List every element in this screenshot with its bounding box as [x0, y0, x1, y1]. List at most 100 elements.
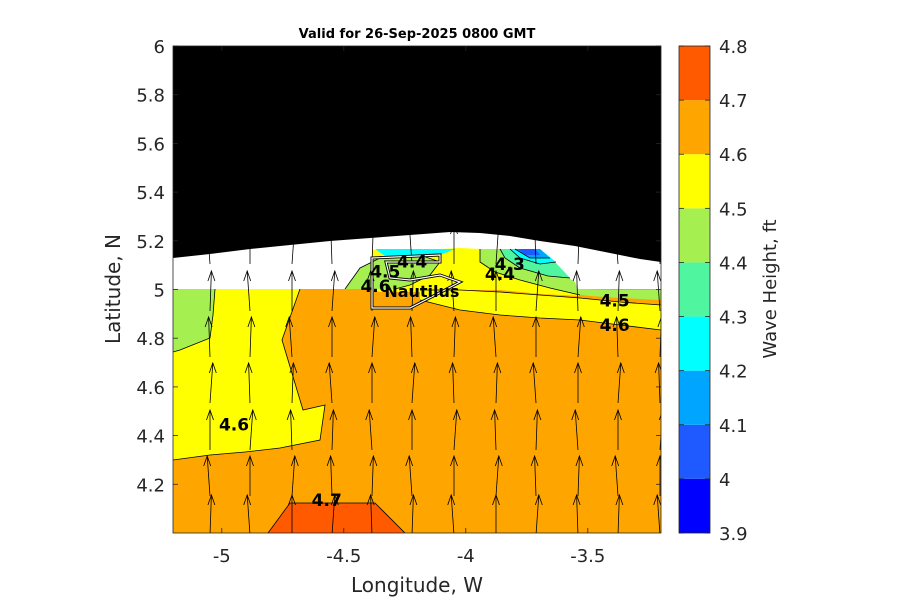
wave-arrow-head — [288, 269, 296, 282]
wave-arrow-shaft — [532, 362, 537, 404]
y-tick-label: 5.8 — [136, 86, 165, 107]
contour-label: 4.6 — [219, 416, 249, 436]
wave-arrow-shaft — [291, 362, 294, 404]
wave-arrow-head — [243, 493, 252, 506]
wave-arrow-shaft — [330, 455, 333, 497]
wave-arrow-shaft — [453, 409, 458, 451]
wave-arrow-head — [330, 493, 339, 506]
wave-arrow-head — [289, 361, 298, 374]
wave-arrow-head — [656, 222, 661, 235]
wave-arrow-shaft — [290, 409, 293, 451]
wave-arrow-shaft — [368, 409, 373, 451]
y-tick-label: 5.2 — [136, 232, 165, 253]
wave-arrow-shaft — [411, 362, 416, 404]
wave-arrow-shaft — [574, 409, 579, 451]
contour-label-layer: 4.64.74.54.64.44.34.54.44.6 — [219, 253, 630, 512]
wave-arrow-shaft — [209, 494, 212, 533]
wave-arrow-head — [203, 454, 212, 467]
colorbar-frame — [678, 45, 711, 534]
wave-arrow-shaft — [249, 316, 252, 358]
contour-lines — [173, 248, 661, 533]
colorbar-tick-label: 4 — [719, 470, 730, 491]
site-label: Nautilus — [384, 282, 459, 301]
wave-arrow-head — [447, 493, 456, 506]
colorbar-tick-label: 3.9 — [719, 524, 748, 545]
colorbar-segment — [679, 478, 710, 533]
wave-arrow-shaft — [410, 316, 413, 358]
x-tick-label: -5 — [213, 546, 231, 567]
wave-arrow-shaft — [408, 455, 413, 497]
contour-label: 4.3 — [495, 255, 525, 275]
wave-arrow-head — [653, 269, 661, 282]
colorbar-segment — [679, 46, 710, 101]
wave-direction-arrows — [203, 222, 661, 533]
wave-arrow-head — [208, 361, 217, 374]
wave-arrow-head — [571, 408, 580, 421]
wave-arrow-shaft — [288, 316, 293, 358]
y-tick-label: 5 — [154, 281, 165, 302]
wave-arrow-shaft — [535, 409, 538, 451]
wave-arrow-head — [329, 408, 338, 421]
contour-label: 4.7 — [312, 491, 342, 511]
wave-arrow-shaft — [658, 362, 661, 404]
wave-arrow-shaft — [534, 455, 537, 497]
wave-arrow-head — [614, 408, 622, 421]
wave-arrow-shaft — [535, 270, 540, 312]
wave-arrow-head — [288, 493, 296, 506]
wave-arrow-head — [533, 408, 542, 421]
colorbar-tick-label: 4.1 — [719, 416, 748, 437]
wave-arrow-head — [366, 493, 375, 506]
colorbar-tick-label: 4.6 — [719, 145, 748, 166]
colorbar — [678, 45, 711, 534]
wave-arrow-shaft — [248, 362, 251, 404]
wave-arrow-shaft — [331, 494, 336, 533]
wave-arrow-head — [244, 361, 253, 374]
wave-arrow-shaft — [330, 223, 333, 265]
colorbar-segment — [679, 262, 710, 317]
wave-arrow-shaft — [494, 409, 497, 451]
colorbar-tick-label: 4.3 — [719, 308, 748, 329]
wave-arrow-shaft — [331, 409, 334, 451]
wave-arrow-shaft — [614, 455, 619, 497]
wave-arrow-shaft — [534, 223, 537, 265]
wave-arrow-shaft — [617, 362, 622, 404]
colorbar-tick-label: 4.2 — [719, 362, 748, 383]
wave-arrow-shaft — [331, 270, 336, 312]
wave-arrow-head — [572, 493, 581, 506]
wave-arrow-shaft — [411, 270, 414, 312]
annotation-layer: Nautilus — [384, 282, 459, 301]
wave-arrow-head — [246, 454, 254, 467]
colorbar-segment — [679, 424, 710, 479]
wave-arrow-head — [369, 222, 378, 235]
nautilus-site-outline-inner — [371, 254, 462, 309]
x-axis-ticks: -5 -4.5 -4 -3.5 — [213, 46, 605, 567]
wave-arrow-head — [653, 493, 661, 506]
colorbar-tick-label: 4.4 — [719, 253, 748, 274]
wave-arrow-head — [494, 454, 503, 467]
wave-arrow-head — [286, 408, 295, 421]
wave-arrow-shaft — [453, 316, 456, 358]
wave-arrow-head — [572, 269, 581, 282]
wave-arrow-shaft — [495, 455, 500, 497]
wave-arrow-shaft — [206, 455, 211, 497]
wave-arrow-head — [326, 222, 335, 235]
wave-arrow-shaft — [450, 494, 455, 533]
wave-arrow-head — [365, 408, 374, 421]
y-tick-label: 5.6 — [136, 134, 165, 155]
contour-label: 4.4 — [485, 265, 515, 285]
wave-arrow-shaft — [208, 316, 211, 358]
wave-arrow-head — [657, 316, 661, 328]
contour-label: 4.4 — [397, 253, 427, 273]
contour-label: 4.5 — [600, 292, 630, 312]
chart-title: Valid for 26-Sep-2025 0800 GMT — [299, 27, 536, 42]
wave-arrow-head — [574, 361, 582, 374]
wave-arrow-head — [615, 493, 624, 506]
x-tick-label: -4 — [457, 546, 475, 567]
wave-arrow-head — [530, 222, 539, 235]
wave-arrow-head — [611, 454, 620, 467]
wave-arrow-shaft — [617, 494, 620, 533]
contour-band-4-4-west — [173, 289, 215, 352]
wave-arrow-shaft — [495, 362, 498, 404]
wave-arrow-head — [658, 413, 661, 421]
y-tick-label: 5.4 — [136, 183, 165, 204]
